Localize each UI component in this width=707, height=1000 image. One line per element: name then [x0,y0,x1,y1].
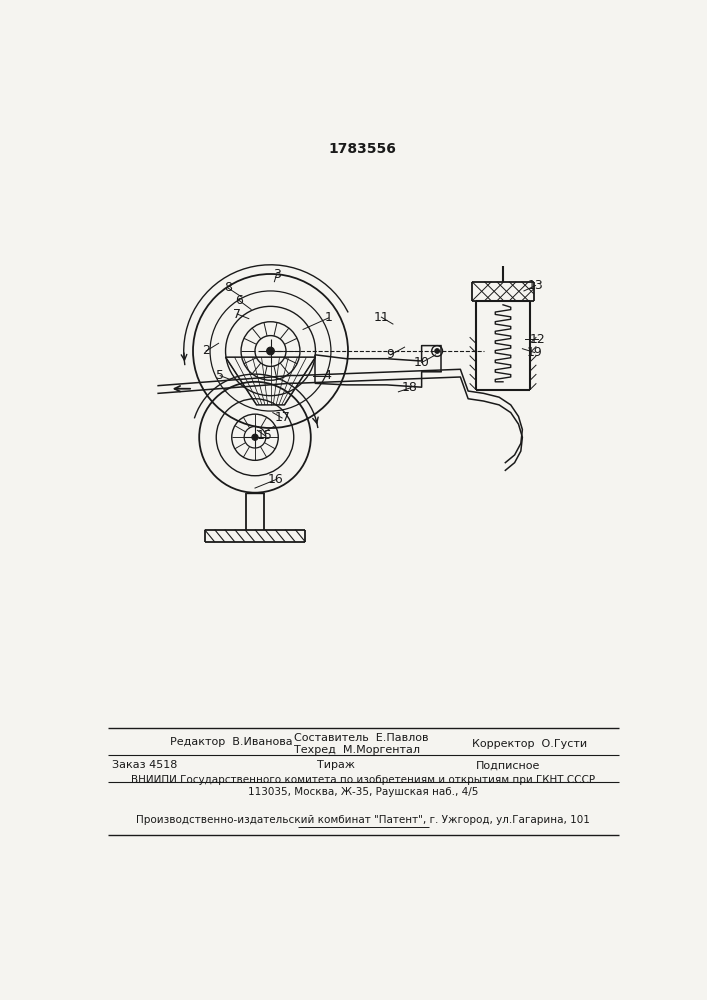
Text: Заказ 4518: Заказ 4518 [112,760,177,770]
Text: 2: 2 [202,344,210,358]
Text: 19: 19 [527,346,543,359]
Text: Составитель  Е.Павлов: Составитель Е.Павлов [293,733,428,743]
Text: 113035, Москва, Ж-35, Раушская наб., 4/5: 113035, Москва, Ж-35, Раушская наб., 4/5 [247,787,478,797]
Text: Тираж: Тираж [317,760,356,770]
Text: 18: 18 [402,381,418,394]
Circle shape [435,349,440,353]
Text: 1: 1 [325,311,332,324]
Text: Корректор  О.Густи: Корректор О.Густи [472,739,587,749]
Text: Производственно-издательский комбинат "Патент", г. Ужгород, ул.Гагарина, 101: Производственно-издательский комбинат "П… [136,815,590,825]
Text: 16: 16 [268,473,284,486]
Text: 9: 9 [387,348,395,361]
Text: 7: 7 [233,308,241,321]
Text: 10: 10 [414,356,430,369]
Circle shape [267,347,274,355]
Text: Техред  М.Моргентал: Техред М.Моргентал [293,745,420,755]
Text: 3: 3 [273,267,281,280]
Text: 17: 17 [274,411,290,424]
Text: 5: 5 [216,369,224,382]
Text: 15: 15 [257,429,273,442]
Circle shape [252,434,258,440]
Text: 4: 4 [323,369,331,382]
Text: 1783556: 1783556 [329,142,397,156]
Text: Подписное: Подписное [476,760,540,770]
Text: 13: 13 [527,279,544,292]
Text: Редактор  В.Иванова: Редактор В.Иванова [170,737,293,747]
Text: 8: 8 [224,281,232,294]
Text: 6: 6 [235,294,243,307]
Text: ВНИИПИ Государственного комитета по изобретениям и открытиям при ГКНТ СССР: ВНИИПИ Государственного комитета по изоб… [131,775,595,785]
Text: 12: 12 [530,333,546,346]
Text: 11: 11 [373,311,389,324]
